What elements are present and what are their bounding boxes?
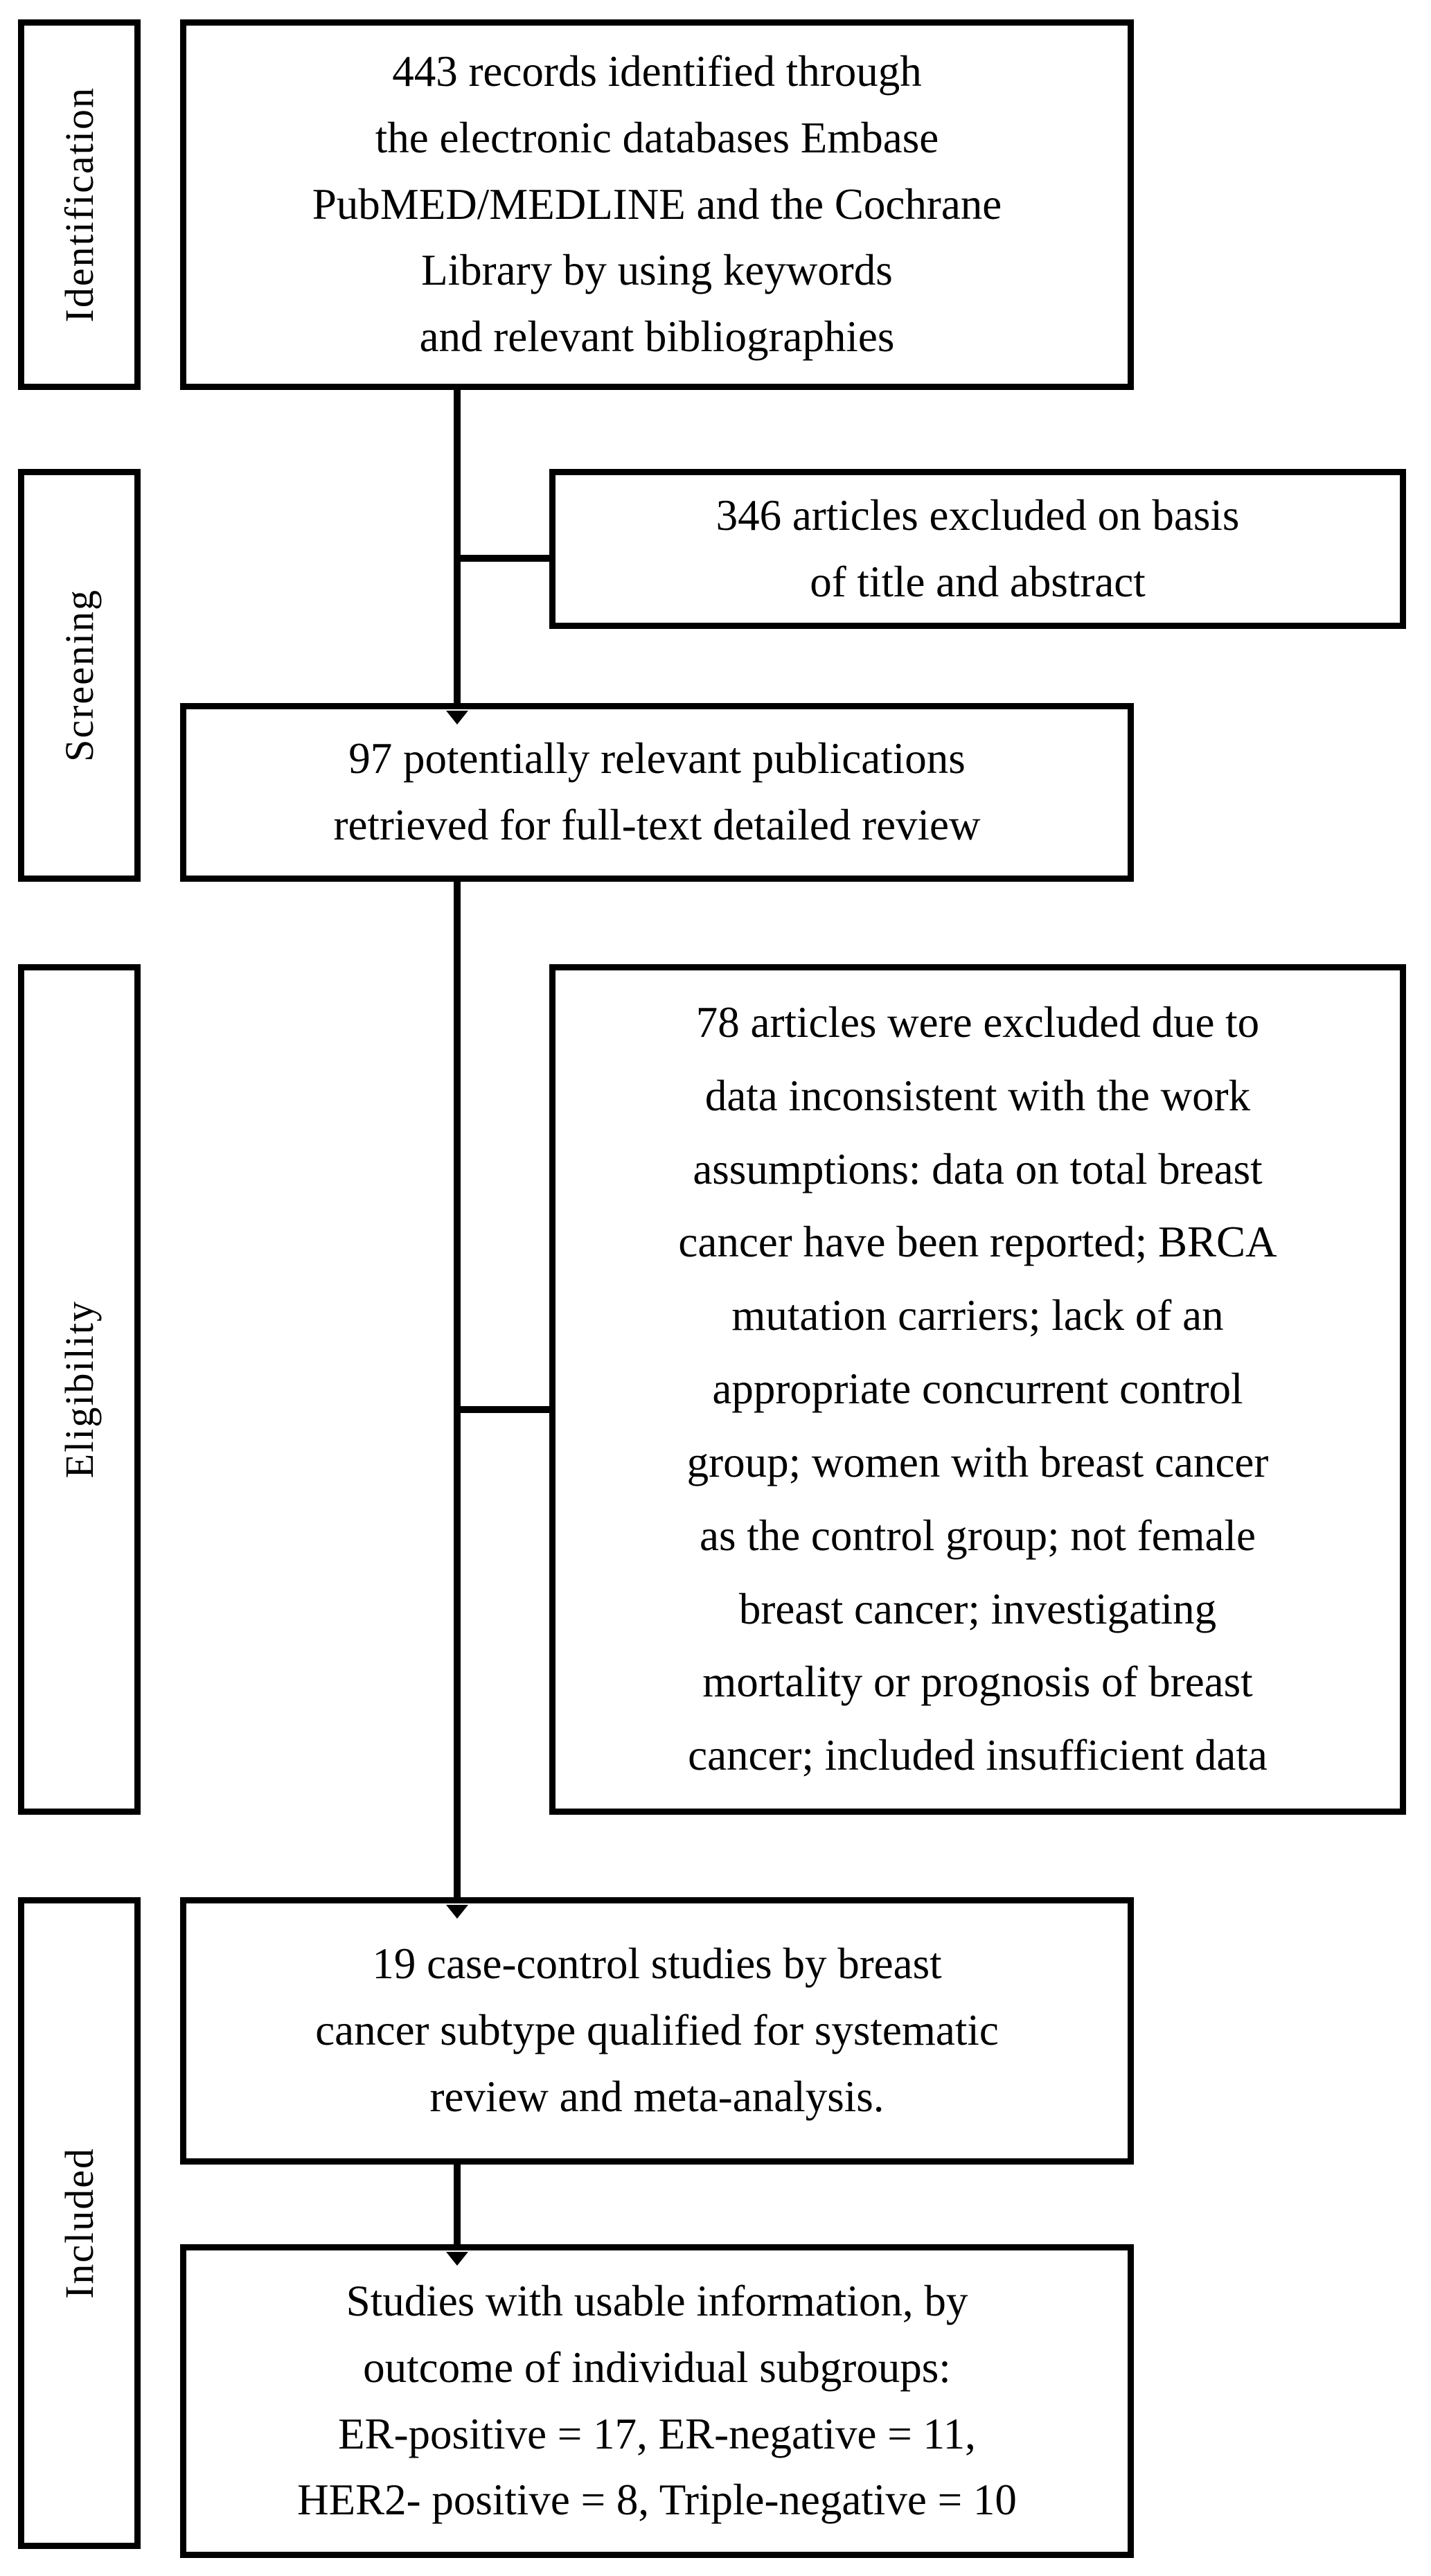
box-excluded-fulltext-text: 78 articles were excluded due to data in… (678, 997, 1277, 1780)
stage-label-included: Included (57, 2147, 102, 2299)
stage-box-identification: Identification (18, 19, 141, 390)
stage-box-included: Included (18, 1897, 141, 2549)
box-fulltext-review-text: 97 potentially relevant publications ret… (333, 734, 981, 849)
connector-branch-excluded-eligibility (454, 1406, 551, 1413)
box-qualified-studies-text: 19 case-control studies by breast cancer… (315, 1939, 999, 2121)
stage-label-screening: Screening (57, 589, 102, 762)
arrowhead-into-qualified-box (446, 1905, 468, 1919)
stage-box-screening: Screening (18, 469, 141, 882)
connector-identified-to-fulltext (454, 387, 461, 707)
arrowhead-into-fulltext-box (446, 711, 468, 725)
box-usable-studies: Studies with usable information, by outc… (180, 2244, 1134, 2558)
connector-fulltext-to-qualified (454, 878, 461, 1901)
connector-qualified-to-usable (454, 2161, 461, 2248)
connector-branch-excluded-screening (454, 555, 551, 562)
box-records-identified: 443 records identified through the elect… (180, 19, 1134, 390)
stage-label-eligibility: Eligibility (57, 1300, 102, 1479)
box-excluded-title-abstract-text: 346 articles excluded on basis of title … (716, 490, 1240, 606)
box-fulltext-review: 97 potentially relevant publications ret… (180, 703, 1134, 882)
stage-label-identification: Identification (57, 87, 102, 323)
box-qualified-studies: 19 case-control studies by breast cancer… (180, 1897, 1134, 2165)
stage-box-eligibility: Eligibility (18, 964, 141, 1815)
box-excluded-title-abstract: 346 articles excluded on basis of title … (549, 469, 1406, 629)
box-records-identified-text: 443 records identified through the elect… (312, 47, 1002, 362)
box-excluded-fulltext: 78 articles were excluded due to data in… (549, 964, 1406, 1815)
box-usable-studies-text: Studies with usable information, by outc… (297, 2277, 1017, 2525)
arrowhead-into-usable-box (446, 2252, 468, 2266)
